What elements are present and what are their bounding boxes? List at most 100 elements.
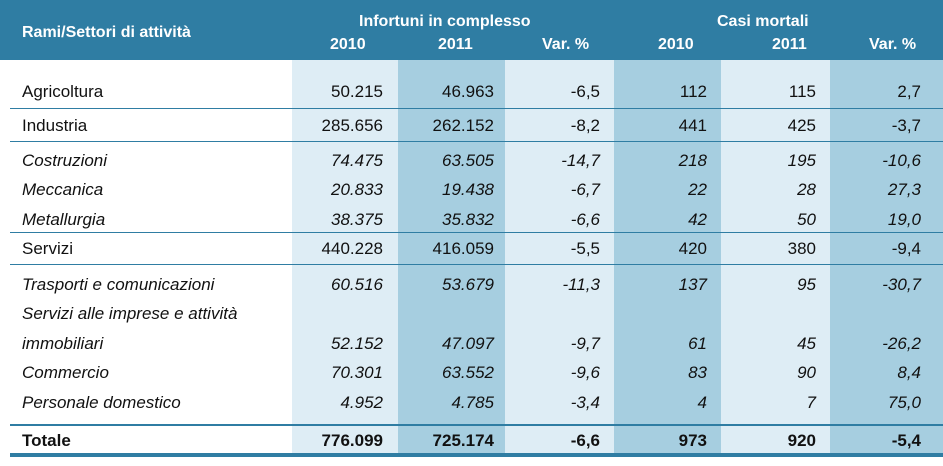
total-cell: -6,6 — [570, 431, 600, 450]
table-cell: 218 — [678, 151, 707, 170]
table-cell: 46.963 — [442, 82, 494, 101]
row-label: Meccanica — [22, 180, 104, 199]
table-row: Trasporti e comunicazioni 60.516 53.679 -11… — [0, 271, 943, 299]
table-cell: 60.516 — [331, 275, 383, 294]
table-cell: -9,7 — [570, 334, 600, 353]
table-cell: 61 — [688, 334, 707, 353]
row-divider — [10, 141, 943, 142]
table-row: Servizi alle imprese e attività — [0, 300, 943, 328]
row-label: Industria — [22, 116, 88, 135]
table-cell: 50.215 — [331, 82, 383, 101]
table-cell: 262.152 — [432, 116, 494, 135]
table-cell: 7 — [806, 393, 816, 412]
total-divider — [10, 424, 943, 426]
table-row: Industria 285.656 262.152 -8,2 441 425 -3,7 — [0, 112, 943, 140]
column-band — [398, 60, 505, 453]
table-cell: -6,7 — [570, 180, 600, 199]
column-band — [614, 60, 721, 453]
table-row: Servizi 440.228 416.059 -5,5 420 380 -9,4 — [0, 235, 943, 263]
table-cell: 95 — [797, 275, 816, 294]
row-label: Personale domestico — [22, 393, 181, 412]
row-divider — [10, 264, 943, 265]
table-cell: 63.552 — [442, 363, 494, 382]
table-cell: -6,6 — [570, 210, 600, 229]
table-cell: 8,4 — [897, 363, 921, 382]
col-header-2011-b: 2011 — [772, 36, 807, 53]
total-cell: 776.099 — [321, 431, 383, 450]
table-cell: 90 — [797, 363, 816, 382]
table-cell: 285.656 — [321, 116, 383, 135]
table-cell: 38.375 — [331, 210, 383, 229]
table-cell: 195 — [787, 151, 816, 170]
table-cell: 20.833 — [331, 180, 383, 199]
table-cell: 45 — [797, 334, 816, 353]
col-header-var-b: Var. % — [869, 36, 917, 53]
row-label: Commercio — [22, 363, 109, 382]
table-cell: 74.475 — [331, 151, 383, 170]
table-row: Metallurgia 38.375 35.832 -6,6 42 50 19,0 — [0, 206, 943, 234]
table-cell: -10,6 — [882, 151, 921, 170]
table-cell: 112 — [679, 82, 707, 101]
table-cell: 50 — [797, 210, 816, 229]
col-header-2010-b: 2010 — [658, 36, 694, 53]
row-label: Servizi alle imprese e attività — [22, 304, 238, 323]
table-cell: 22 — [688, 180, 707, 199]
table-cell: 4 — [697, 393, 707, 412]
table-cell: 52.152 — [331, 334, 383, 353]
table-cell: -9,6 — [570, 363, 600, 382]
table-cell: 115 — [788, 82, 816, 101]
column-band — [292, 60, 398, 453]
table-row: Agricoltura 50.215 46.963 -6,5 112 115 2,7 — [0, 78, 943, 106]
row-label: Costruzioni — [22, 151, 108, 170]
row-label: immobiliari — [22, 334, 104, 353]
table-row: Costruzioni 74.475 63.505 -14,7 218 195 -10,6 — [0, 147, 943, 175]
table-row: Commercio 70.301 63.552 -9,6 83 90 8,4 — [0, 359, 943, 387]
row-label: Servizi — [22, 239, 74, 258]
table-header: Rami/Settori di attività Infortuni in co… — [0, 0, 943, 60]
table-row: Meccanica 20.833 19.438 -6,7 22 28 27,3 — [0, 176, 943, 204]
column-band — [830, 60, 943, 453]
row-label: Agricoltura — [22, 82, 104, 101]
table-cell: 19,0 — [887, 210, 921, 229]
row-label: Trasporti e comunicazioni — [22, 275, 215, 294]
table-bottom-rule — [10, 453, 943, 457]
row-divider — [10, 108, 943, 109]
total-cell: -5,4 — [891, 431, 921, 450]
total-cell: 973 — [678, 431, 707, 450]
table-cell: -9,4 — [891, 239, 921, 258]
table-cell: 27,3 — [887, 180, 921, 199]
column-band — [505, 60, 614, 453]
table-cell: -30,7 — [882, 275, 921, 294]
column-band — [721, 60, 830, 453]
table-cell: -6,5 — [570, 82, 600, 101]
table-cell: 42 — [688, 210, 707, 229]
total-cell: 920 — [787, 431, 816, 450]
table-cell: 4.952 — [340, 393, 383, 412]
table-cell: 420 — [678, 239, 707, 258]
table-cell: 19.438 — [442, 180, 494, 199]
table-cell: -3,4 — [570, 393, 600, 412]
table-cell: 4.785 — [451, 393, 494, 412]
table-cell: -3,7 — [891, 116, 921, 135]
table-cell: 441 — [678, 116, 707, 135]
table-cell: 137 — [678, 275, 707, 294]
row-label: Metallurgia — [22, 210, 106, 229]
group-header-infortuni: Infortuni in complesso — [359, 13, 531, 30]
table-cell: -8,2 — [570, 116, 600, 135]
group-header-casi-mortali: Casi mortali — [717, 13, 809, 30]
table-cell: -11,3 — [562, 275, 601, 294]
table-cell: 440.228 — [321, 239, 383, 258]
total-cell: 725.174 — [432, 431, 494, 450]
table-cell: -14,7 — [561, 151, 600, 170]
table-cell: 83 — [688, 363, 707, 382]
table-cell: 416.059 — [432, 239, 494, 258]
total-label: Totale — [22, 431, 71, 450]
table-cell: 63.505 — [442, 151, 494, 170]
table-cell: 75,0 — [887, 393, 921, 412]
row-divider — [10, 232, 943, 233]
table-cell: 53.679 — [442, 275, 494, 294]
col-header-2011-a: 2011 — [438, 36, 473, 53]
total-row: Totale 776.099 725.174 -6,6 973 920 -5,4 — [0, 427, 943, 455]
table-cell: 380 — [787, 239, 816, 258]
row-label-header: Rami/Settori di attività — [22, 24, 191, 41]
